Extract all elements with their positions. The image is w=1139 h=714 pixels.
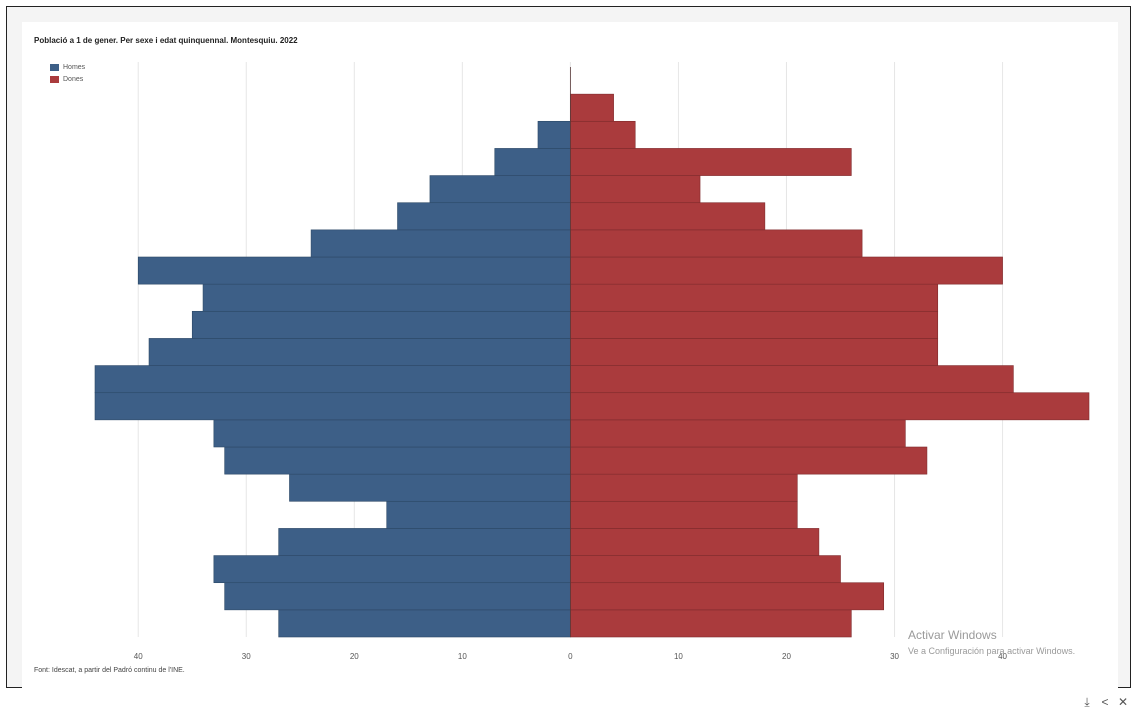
bar-dones-85-89 [570, 148, 852, 176]
x-tick-label-2: 20 [350, 652, 359, 661]
watermark-subtitle: Ve a Configuración para activar Windows. [908, 646, 1075, 656]
bar-dones-95-99 [570, 93, 614, 122]
watermark-title: Activar Windows [908, 628, 997, 642]
bar-dones-5-9 [570, 582, 885, 611]
bar-dones-55-59 [570, 310, 939, 339]
source-note: Font: Idescat, a partir del Padró contin… [34, 667, 185, 674]
x-tick-label-3: 10 [458, 652, 467, 661]
bar-homes-25-29 [289, 473, 571, 502]
bar-dones-30-34 [570, 446, 928, 475]
legend-swatch-homes [50, 64, 59, 71]
bar-homes-10-14 [213, 555, 571, 584]
bar-homes-30-34 [224, 446, 571, 475]
legend-item-homes[interactable]: Homes [50, 62, 85, 73]
bar-dones-40-44 [570, 392, 1090, 421]
bar-homes-70-74 [310, 229, 571, 258]
bar-homes-90-94 [537, 120, 571, 149]
chart-title: Població a 1 de gener. Per sexe i edat q… [34, 36, 298, 45]
bar-homes-50-54 [148, 338, 571, 366]
bar-dones-10-14 [570, 555, 841, 584]
legend-item-dones[interactable]: Dones [50, 74, 85, 85]
x-tick-label-0: 40 [134, 652, 143, 661]
x-tick-label-8: 40 [998, 652, 1007, 661]
download-icon[interactable]: ⤓ [1084, 695, 1090, 709]
x-tick-label-7: 30 [890, 652, 899, 661]
bar-dones-70-74 [570, 229, 863, 258]
bar-dones-65-69 [570, 256, 1003, 285]
legend-label-homes: Homes [63, 64, 86, 71]
bar-homes-20-24 [386, 500, 571, 529]
bar-homes-55-59 [191, 310, 571, 339]
bar-dones-0-4 [570, 609, 852, 638]
bar-dones-20-24 [570, 500, 798, 529]
bar-dones-60-64 [570, 283, 939, 312]
close-icon[interactable]: ✕ [1117, 695, 1129, 709]
bar-dones-75-79 [570, 202, 766, 231]
bar-dones-35-39 [570, 419, 906, 448]
legend: Homes Dones [50, 62, 85, 86]
bar-homes-40-44 [94, 392, 571, 421]
bar-homes-35-39 [213, 419, 571, 448]
legend-label-dones: Dones [63, 76, 84, 83]
bar-dones-50-54 [570, 338, 939, 366]
x-tick-label-4: 0 [568, 652, 573, 661]
bar-homes-85-89 [494, 148, 571, 176]
bar-homes-45-49 [94, 365, 571, 394]
bar-homes-5-9 [224, 582, 571, 611]
bar-homes-15-19 [278, 528, 571, 556]
legend-swatch-dones [50, 76, 59, 83]
bar-dones-15-19 [570, 528, 820, 556]
share-icon[interactable]: < [1101, 695, 1109, 709]
x-tick-label-1: 30 [242, 652, 251, 661]
bar-dones-80-84 [570, 175, 701, 204]
bar-homes-75-79 [397, 202, 571, 231]
bar-homes-60-64 [202, 283, 571, 312]
toolbar: ⤓ < ✕ [1081, 695, 1129, 709]
bar-dones-25-29 [570, 473, 798, 502]
x-tick-label-6: 20 [782, 652, 791, 661]
bar-homes-65-69 [137, 256, 571, 285]
bar-homes-0-4 [278, 609, 571, 638]
bar-homes-80-84 [429, 175, 571, 204]
bar-dones-90-94 [570, 120, 636, 149]
bar-dones-45-49 [570, 365, 1014, 394]
x-tick-label-5: 10 [674, 652, 683, 661]
